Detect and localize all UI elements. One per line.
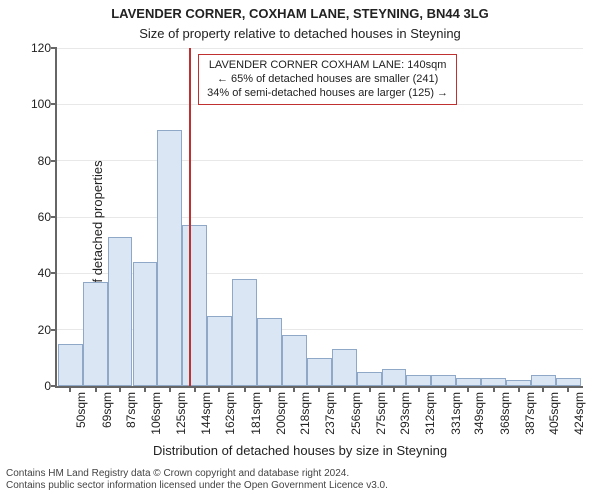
- x-tick-label: 106sqm: [149, 392, 163, 435]
- x-tick-mark: [244, 386, 246, 392]
- histogram-bar: [257, 318, 282, 386]
- histogram-bar: [83, 282, 108, 386]
- histogram-bar: [556, 378, 581, 386]
- x-tick-label: 125sqm: [174, 392, 188, 435]
- x-tick-mark: [169, 386, 171, 392]
- y-tick-mark: [51, 329, 57, 331]
- x-tick-mark: [293, 386, 295, 392]
- x-axis-label: Distribution of detached houses by size …: [0, 443, 600, 458]
- grid-line: [57, 217, 583, 218]
- histogram-bar: [481, 378, 506, 386]
- histogram-bar: [332, 349, 357, 386]
- y-tick-label: 0: [44, 379, 51, 393]
- x-tick-label: 237sqm: [323, 392, 337, 435]
- x-tick-label: 50sqm: [74, 392, 88, 428]
- x-tick-label: 181sqm: [249, 392, 263, 435]
- histogram-bar: [133, 262, 158, 386]
- x-tick-label: 69sqm: [100, 392, 114, 428]
- y-tick-label: 60: [38, 210, 51, 224]
- x-tick-mark: [69, 386, 71, 392]
- y-tick-label: 100: [31, 97, 51, 111]
- x-tick-mark: [269, 386, 271, 392]
- x-tick-label: 368sqm: [498, 392, 512, 435]
- x-tick-label: 349sqm: [472, 392, 486, 435]
- histogram-bar: [282, 335, 307, 386]
- x-tick-mark: [567, 386, 569, 392]
- x-tick-label: 387sqm: [523, 392, 537, 435]
- annotation-line: 34% of semi-detached houses are larger (…: [207, 87, 448, 101]
- histogram-bar: [531, 375, 556, 386]
- chart-title-line1: LAVENDER CORNER, COXHAM LANE, STEYNING, …: [0, 6, 600, 21]
- histogram-bar: [207, 316, 232, 386]
- y-tick-mark: [51, 103, 57, 105]
- x-tick-label: 312sqm: [423, 392, 437, 435]
- grid-line: [57, 48, 583, 49]
- y-tick-mark: [51, 47, 57, 49]
- x-tick-mark: [393, 386, 395, 392]
- y-tick-mark: [51, 216, 57, 218]
- histogram-bar: [307, 358, 332, 386]
- x-tick-label: 144sqm: [199, 392, 213, 435]
- plot-area: 02040608010012050sqm69sqm87sqm106sqm125s…: [55, 48, 583, 388]
- chart-title-line2: Size of property relative to detached ho…: [0, 26, 600, 41]
- histogram-bar: [456, 378, 481, 386]
- x-tick-label: 87sqm: [124, 392, 138, 428]
- y-tick-mark: [51, 160, 57, 162]
- x-tick-mark: [144, 386, 146, 392]
- x-tick-mark: [518, 386, 520, 392]
- annotation-line: LAVENDER CORNER COXHAM LANE: 140sqm: [207, 59, 448, 73]
- histogram-bar: [406, 375, 431, 386]
- x-tick-label: 293sqm: [398, 392, 412, 435]
- histogram-bar: [157, 130, 182, 386]
- y-tick-label: 20: [38, 323, 51, 337]
- footer-line-2: Contains public sector information licen…: [6, 480, 594, 492]
- x-tick-mark: [318, 386, 320, 392]
- x-tick-mark: [344, 386, 346, 392]
- footer-line-1: Contains HM Land Registry data © Crown c…: [6, 468, 594, 480]
- x-tick-label: 162sqm: [223, 392, 237, 435]
- histogram-bar: [431, 375, 456, 386]
- histogram-bar: [58, 344, 83, 386]
- x-tick-mark: [542, 386, 544, 392]
- histogram-bar: [182, 225, 207, 386]
- property-marker-line: [189, 48, 191, 386]
- x-tick-label: 424sqm: [572, 392, 586, 435]
- histogram-bar: [108, 237, 133, 386]
- x-tick-label: 200sqm: [274, 392, 288, 435]
- x-tick-mark: [467, 386, 469, 392]
- x-tick-label: 275sqm: [374, 392, 388, 435]
- annotation-line: ← 65% of detached houses are smaller (24…: [207, 73, 448, 87]
- y-tick-label: 80: [38, 154, 51, 168]
- x-tick-mark: [95, 386, 97, 392]
- y-tick-label: 40: [38, 266, 51, 280]
- x-tick-label: 405sqm: [547, 392, 561, 435]
- x-tick-mark: [194, 386, 196, 392]
- y-tick-mark: [51, 385, 57, 387]
- x-tick-label: 218sqm: [298, 392, 312, 435]
- x-tick-mark: [493, 386, 495, 392]
- histogram-bar: [382, 369, 407, 386]
- x-tick-mark: [369, 386, 371, 392]
- chart-container: LAVENDER CORNER, COXHAM LANE, STEYNING, …: [0, 0, 600, 500]
- annotation-box: LAVENDER CORNER COXHAM LANE: 140sqm← 65%…: [198, 54, 457, 105]
- x-tick-label: 256sqm: [349, 392, 363, 435]
- grid-line: [57, 160, 583, 161]
- histogram-bar: [232, 279, 257, 386]
- histogram-bar: [357, 372, 382, 386]
- y-tick-mark: [51, 272, 57, 274]
- footer-attribution: Contains HM Land Registry data © Crown c…: [6, 468, 594, 492]
- x-tick-mark: [218, 386, 220, 392]
- x-tick-mark: [444, 386, 446, 392]
- x-tick-mark: [119, 386, 121, 392]
- y-tick-label: 120: [31, 41, 51, 55]
- x-tick-mark: [418, 386, 420, 392]
- x-tick-label: 331sqm: [449, 392, 463, 435]
